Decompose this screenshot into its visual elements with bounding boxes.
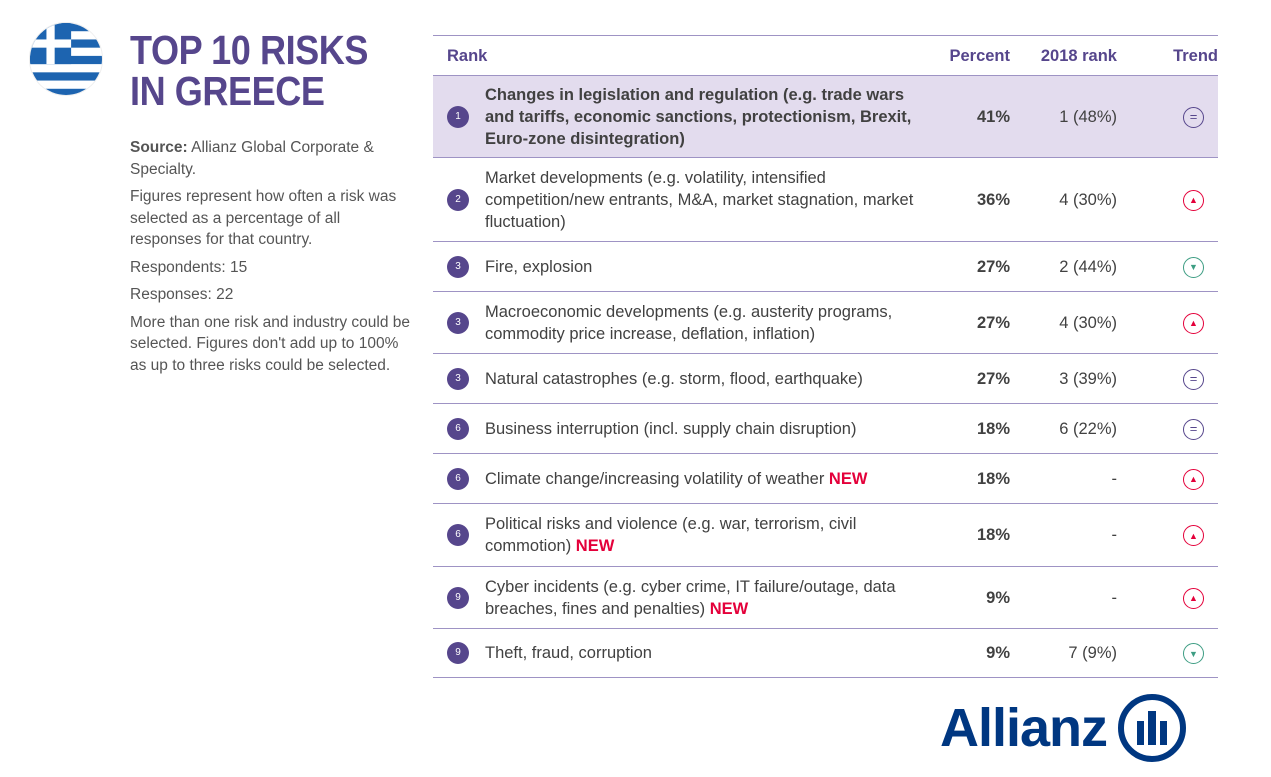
source-text: Allianz Global Corporate & Specialty.: [130, 139, 374, 178]
percent-value: 9%: [986, 644, 1010, 662]
risk-name: Market developments (e.g. volatility, in…: [485, 167, 925, 233]
rank-2018-value: 3 (39%): [1059, 369, 1117, 388]
risk-name: Fire, explosion: [485, 256, 925, 278]
table-row: 6 Climate change/increasing volatility o…: [433, 454, 1218, 504]
risk-name: Political risks and violence (e.g. war, …: [485, 513, 925, 557]
percent-value: 18%: [976, 469, 1010, 488]
risk-text: Theft, fraud, corruption: [485, 644, 652, 662]
source-note: Source: Allianz Global Corporate & Speci…: [130, 137, 415, 180]
trend-up-icon: ▲: [1183, 525, 1204, 546]
header-trend: Trend: [1173, 47, 1218, 65]
title-line-1: TOP 10 RISKS: [130, 27, 369, 73]
rank-badge: 1: [447, 105, 469, 128]
table-row: 9 Theft, fraud, corruption 9% 7 (9%) ▼: [433, 629, 1218, 678]
risk-text: Changes in legislation and regulation (e…: [485, 85, 912, 148]
rank-badge: 3: [447, 367, 469, 390]
trend-same-icon: =: [1183, 106, 1204, 128]
selection-note: More than one risk and industry could be…: [130, 313, 411, 374]
rank-2018-value: 2 (44%): [1059, 257, 1117, 276]
rank-2018-value: 7 (9%): [1068, 644, 1117, 662]
percent-value: 18%: [976, 526, 1010, 544]
risk-text: Macroeconomic developments (e.g. austeri…: [485, 302, 893, 343]
risk-name: Climate change/increasing volatility of …: [485, 468, 925, 490]
trend-up-icon: ▲: [1183, 468, 1204, 490]
table-row: 6 Political risks and violence (e.g. war…: [433, 504, 1218, 567]
greece-flag-icon: [29, 22, 103, 96]
percent-value: 36%: [976, 190, 1010, 209]
respondents-count: Respondents: 15: [130, 258, 248, 276]
trend-same-icon: =: [1183, 368, 1204, 390]
percent-value: 27%: [976, 313, 1010, 332]
allianz-wordmark: Allianz: [940, 698, 1108, 758]
rank-badge: 6: [447, 417, 469, 440]
table-row: 9 Cyber incidents (e.g. cyber crime, IT …: [433, 567, 1218, 629]
table-header: Rank Percent 2018 rank Trend: [433, 35, 1218, 76]
risk-name: Changes in legislation and regulation (e…: [485, 84, 925, 150]
rank-2018-value: 4 (30%): [1059, 313, 1117, 332]
trend-up-icon: ▲: [1183, 189, 1204, 211]
trend-same-icon: =: [1183, 418, 1204, 440]
table-row: 3 Fire, explosion 27% 2 (44%) ▼: [433, 242, 1218, 292]
percent-value: 27%: [976, 257, 1010, 276]
title-line-2: IN GREECE: [130, 68, 325, 114]
rank-badge: 3: [447, 311, 469, 334]
header-2018-rank: 2018 rank: [1040, 47, 1117, 65]
risk-name: Macroeconomic developments (e.g. austeri…: [485, 301, 925, 345]
header-percent: Percent: [949, 47, 1010, 65]
responses-count: Responses: 22: [130, 286, 234, 303]
allianz-logo: Allianz: [940, 693, 1187, 763]
trend-down-icon: ▼: [1183, 256, 1204, 278]
rank-2018-value: -: [1111, 526, 1118, 544]
header-rank: Rank: [447, 47, 488, 65]
rank-badge: 2: [447, 188, 469, 211]
percent-value: 41%: [976, 107, 1010, 126]
percent-value: 9%: [986, 588, 1010, 607]
new-badge: NEW: [709, 599, 749, 618]
percent-value: 27%: [976, 369, 1010, 388]
page-title: TOP 10 RISKS IN GREECE: [130, 30, 368, 112]
risk-name: Cyber incidents (e.g. cyber crime, IT fa…: [485, 576, 925, 620]
trend-up-icon: ▲: [1183, 312, 1204, 334]
risk-text: Natural catastrophes (e.g. storm, flood,…: [485, 369, 863, 388]
table-row: 2 Market developments (e.g. volatility, …: [433, 158, 1218, 242]
rank-badge: 9: [447, 642, 469, 664]
rank-2018-value: -: [1111, 469, 1118, 488]
trend-down-icon: ▼: [1183, 643, 1204, 664]
risks-table: Rank Percent 2018 rank Trend 1 Changes i…: [433, 35, 1218, 678]
table-row: 3 Macroeconomic developments (e.g. auste…: [433, 292, 1218, 354]
new-badge: NEW: [575, 537, 615, 555]
risk-text: Market developments (e.g. volatility, in…: [485, 168, 914, 231]
rank-2018-value: -: [1111, 588, 1118, 607]
rank-badge: 6: [447, 524, 469, 546]
allianz-eagle-icon: [1118, 694, 1187, 762]
rank-2018-value: 6 (22%): [1059, 419, 1117, 438]
rank-badge: 9: [447, 586, 469, 609]
table-row: 6 Business interruption (incl. supply ch…: [433, 404, 1218, 454]
rank-2018-value: 4 (30%): [1059, 190, 1117, 209]
side-notes: Source: Allianz Global Corporate & Speci…: [130, 137, 415, 382]
risk-name: Theft, fraud, corruption: [485, 642, 925, 664]
risk-text: Political risks and violence (e.g. war, …: [485, 515, 857, 555]
rank-badge: 6: [447, 467, 469, 490]
rank-2018-value: 1 (48%): [1059, 107, 1117, 126]
risk-text: Fire, explosion: [485, 257, 593, 276]
table-row: 3 Natural catastrophes (e.g. storm, floo…: [433, 354, 1218, 404]
new-badge: NEW: [828, 469, 868, 488]
figures-note: Figures represent how often a risk was s…: [130, 188, 397, 248]
risk-text: Business interruption (incl. supply chai…: [485, 419, 857, 438]
risk-name: Natural catastrophes (e.g. storm, flood,…: [485, 368, 925, 390]
risk-text: Cyber incidents (e.g. cyber crime, IT fa…: [485, 577, 896, 618]
trend-up-icon: ▲: [1183, 587, 1204, 609]
risk-text: Climate change/increasing volatility of …: [485, 469, 829, 488]
rank-badge: 3: [447, 255, 469, 278]
percent-value: 18%: [976, 419, 1010, 438]
source-label: Source:: [130, 139, 188, 156]
table-row: 1 Changes in legislation and regulation …: [433, 76, 1218, 158]
risk-name: Business interruption (incl. supply chai…: [485, 418, 925, 440]
